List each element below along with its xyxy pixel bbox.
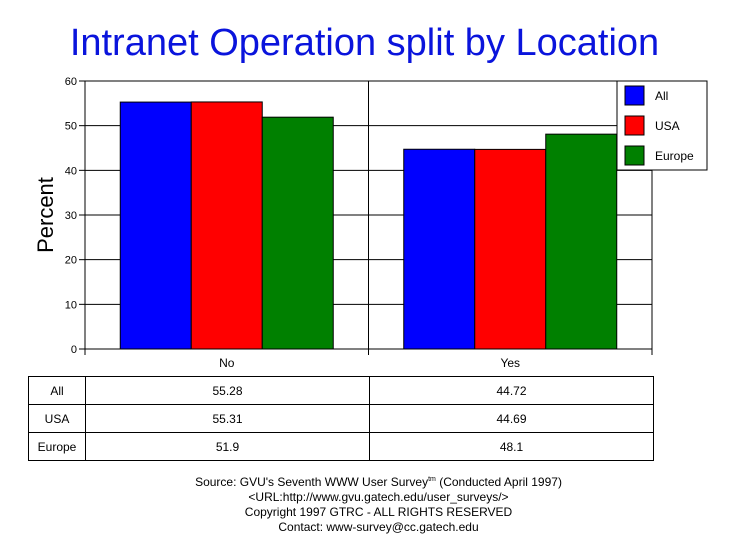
trademark-mark: tm <box>428 476 436 483</box>
y-tick-label: 40 <box>65 165 77 177</box>
source-text: Source: GVU's Seventh WWW User Survey <box>195 475 429 489</box>
data-table: All 55.28 44.72 USA 55.31 44.69 Europe 51.9 48.1 <box>28 376 654 461</box>
legend-swatch-usa <box>624 115 645 136</box>
table-row-label: USA <box>28 404 86 433</box>
y-tick-label: 10 <box>65 299 77 311</box>
y-tick-label: 30 <box>65 210 77 222</box>
chart-title: Intranet Operation split by Location <box>69 22 660 64</box>
table-row-label: All <box>28 376 86 405</box>
legend-label-europe: Europe <box>655 149 694 163</box>
source-suffix: (Conducted April 1997) <box>435 475 562 489</box>
footer: Source: GVU's Seventh WWW User Surveytm … <box>0 472 729 535</box>
bar-all-no <box>119 101 192 350</box>
table-cell: 48.1 <box>369 432 654 461</box>
bar-usa-yes <box>474 148 547 350</box>
legend-swatch-europe <box>624 145 645 166</box>
table-row: All 55.28 44.72 <box>28 376 654 405</box>
table-row: Europe 51.9 48.1 <box>28 432 654 461</box>
table-cell: 44.69 <box>369 404 654 433</box>
source-line: Source: GVU's Seventh WWW User Surveytm … <box>0 472 729 490</box>
bar-usa-no <box>190 101 263 350</box>
table-row: USA 55.31 44.69 <box>28 404 654 433</box>
legend-swatch-all <box>624 85 645 106</box>
y-tick-label: 20 <box>65 255 77 267</box>
y-tick-label: 60 <box>65 76 77 88</box>
legend-label-all: All <box>655 89 668 103</box>
url-line: <URL:http://www.gvu.gatech.edu/user_surv… <box>248 490 509 504</box>
table-cell: 44.72 <box>369 376 654 405</box>
x-tick-label: No <box>219 356 235 370</box>
bar-europe-yes <box>545 133 618 350</box>
table-cell: 55.28 <box>85 376 370 405</box>
y-tick-label: 0 <box>71 344 77 356</box>
legend-label-usa: USA <box>655 119 680 133</box>
contact-line: Contact: www-survey@cc.gatech.edu <box>278 520 479 534</box>
bar-all-yes <box>403 148 476 350</box>
copyright-line: Copyright 1997 GTRC - ALL RIGHTS RESERVE… <box>244 505 513 519</box>
bar-europe-no <box>261 116 334 350</box>
table-row-label: Europe <box>28 432 86 461</box>
table-cell: 51.9 <box>85 432 370 461</box>
table-cell: 55.31 <box>85 404 370 433</box>
x-tick-label: Yes <box>500 356 520 370</box>
bar-chart: 0 10 20 30 40 50 60 No Yes All USA Europe <box>65 76 708 370</box>
y-tick-label: 50 <box>65 121 77 133</box>
